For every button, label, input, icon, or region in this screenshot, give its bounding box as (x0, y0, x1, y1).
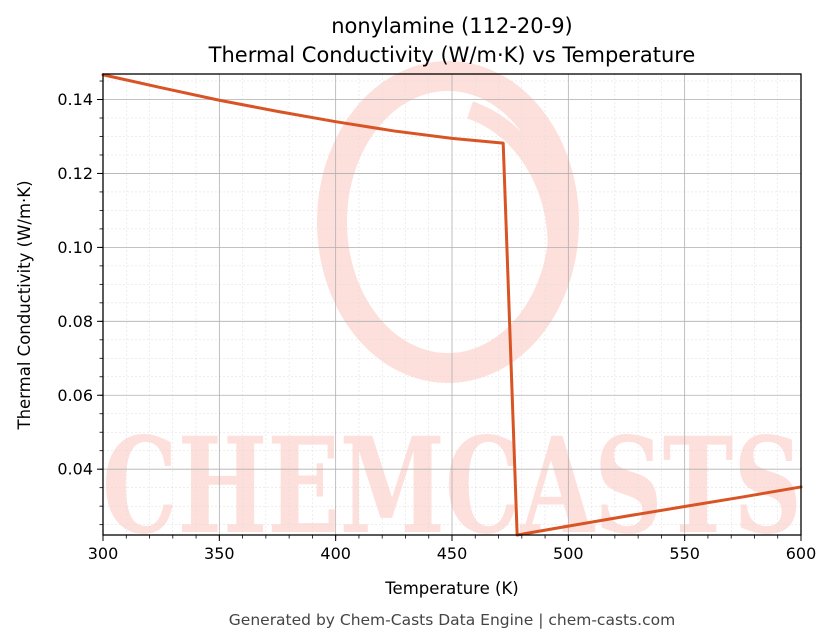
x-tick-label: 600 (786, 544, 817, 563)
y-tick-label: 0.10 (57, 238, 93, 257)
y-tick-label: 0.06 (57, 386, 93, 405)
chart-title: nonylamine (112-20-9) (331, 14, 573, 38)
y-tick-label: 0.04 (57, 460, 93, 479)
y-tick-label: 0.14 (57, 90, 93, 109)
series-line (101, 73, 803, 537)
x-tick-label: 400 (320, 544, 351, 563)
footer-credit: Generated by Chem-Casts Data Engine | ch… (229, 611, 675, 629)
series-layer (101, 73, 803, 537)
y-axis: 0.04 0.06 0.08 0.10 0.12 0.14 (57, 80, 103, 526)
x-tick-label: 350 (204, 544, 235, 563)
chart-subtitle: Thermal Conductivity (W/m·K) vs Temperat… (208, 43, 696, 67)
x-tick-label: 450 (437, 544, 468, 563)
watermark-logo-icon (317, 61, 579, 383)
x-tick-label: 300 (88, 544, 119, 563)
y-tick-label: 0.08 (57, 312, 93, 331)
x-tick-label: 500 (553, 544, 584, 563)
y-axis-label: Thermal Conductivity (W/m·K) (15, 180, 34, 430)
x-tick-label: 550 (669, 544, 700, 563)
x-axis-label: Temperature (K) (384, 579, 518, 598)
y-tick-label: 0.12 (57, 164, 93, 183)
x-axis: 300 350 400 450 500 550 600 (88, 535, 817, 563)
